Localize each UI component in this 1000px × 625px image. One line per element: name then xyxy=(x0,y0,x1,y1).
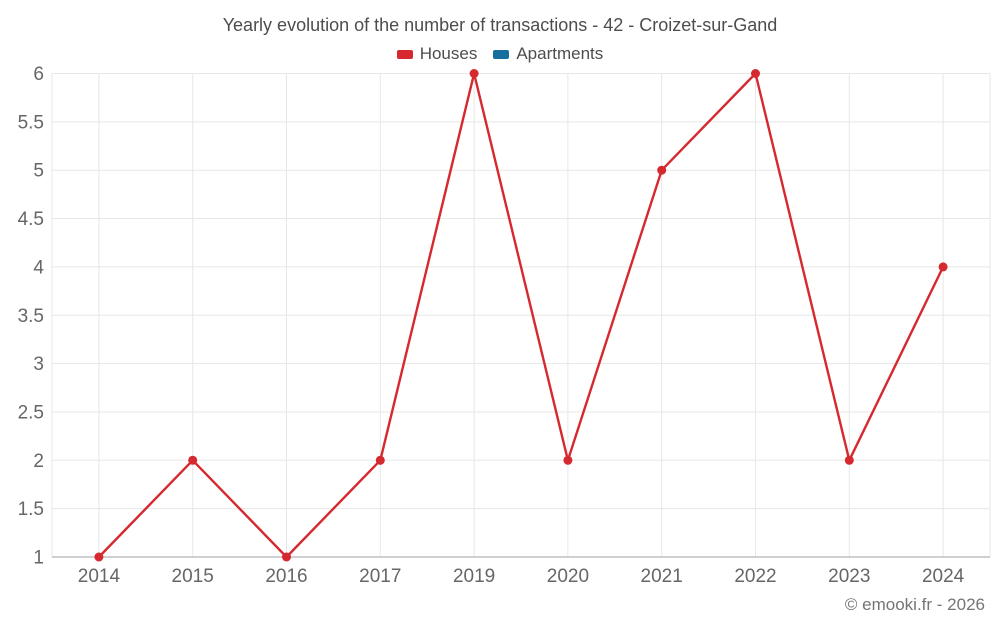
y-tick-label: 5.5 xyxy=(18,112,44,133)
y-axis-labels: 1 1.5 2 2.5 3 3.5 4 4.5 5 5.5 6 xyxy=(18,64,45,569)
x-tick-label: 2024 xyxy=(922,566,965,587)
horizontal-gridlines xyxy=(52,73,990,558)
y-tick-label: 4.5 xyxy=(18,209,44,230)
y-tick-label: 1.5 xyxy=(18,499,44,520)
x-tick-label: 2023 xyxy=(828,566,870,587)
data-point[interactable] xyxy=(188,455,198,465)
series-line xyxy=(97,72,945,559)
x-tick-label: 2017 xyxy=(359,566,401,587)
x-tick-label: 2016 xyxy=(265,566,307,587)
chart-title: Yearly evolution of the number of transa… xyxy=(222,15,778,35)
x-tick-label: 2021 xyxy=(641,566,683,587)
x-axis-labels: 2014 2015 2016 2017 2019 2020 2021 2022 2023 2024 xyxy=(78,566,965,587)
x-tick-label: 2022 xyxy=(734,566,776,587)
x-tick-label: 2020 xyxy=(547,566,589,587)
x-tick-label: 2014 xyxy=(78,566,121,587)
legend-label: Houses xyxy=(419,44,478,63)
legend: Houses Apartments xyxy=(0,44,1000,64)
data-point[interactable] xyxy=(751,69,760,78)
legend-label: Apartments xyxy=(516,44,604,63)
y-tick-label: 3 xyxy=(33,354,44,375)
data-point[interactable] xyxy=(375,455,385,465)
legend-item-houses[interactable]: Houses xyxy=(396,44,478,64)
y-tick-label: 5 xyxy=(33,161,44,182)
copyright-credit: © emooki.fr - 2026 xyxy=(844,595,985,614)
data-point[interactable] xyxy=(563,455,573,465)
data-point[interactable] xyxy=(938,262,948,272)
data-point[interactable] xyxy=(94,552,104,562)
y-tick-label: 2 xyxy=(33,451,44,472)
y-tick-label: 4 xyxy=(33,257,44,278)
legend-swatch-apartments-icon xyxy=(493,49,510,59)
x-tick-label: 2019 xyxy=(453,566,495,587)
x-tick-label: 2015 xyxy=(172,566,214,587)
data-point[interactable] xyxy=(469,69,479,78)
legend-item-apartments[interactable]: Apartments xyxy=(493,44,603,64)
y-tick-label: 2.5 xyxy=(18,402,44,423)
data-point[interactable] xyxy=(282,552,291,562)
y-tick-label: 3.5 xyxy=(18,306,44,327)
data-point[interactable] xyxy=(844,455,854,465)
y-tick-label: 1 xyxy=(33,548,44,569)
data-point[interactable] xyxy=(657,165,667,175)
y-tick-label: 6 xyxy=(33,64,44,85)
series-houses xyxy=(94,69,948,562)
legend-swatch-houses-icon xyxy=(396,49,413,59)
